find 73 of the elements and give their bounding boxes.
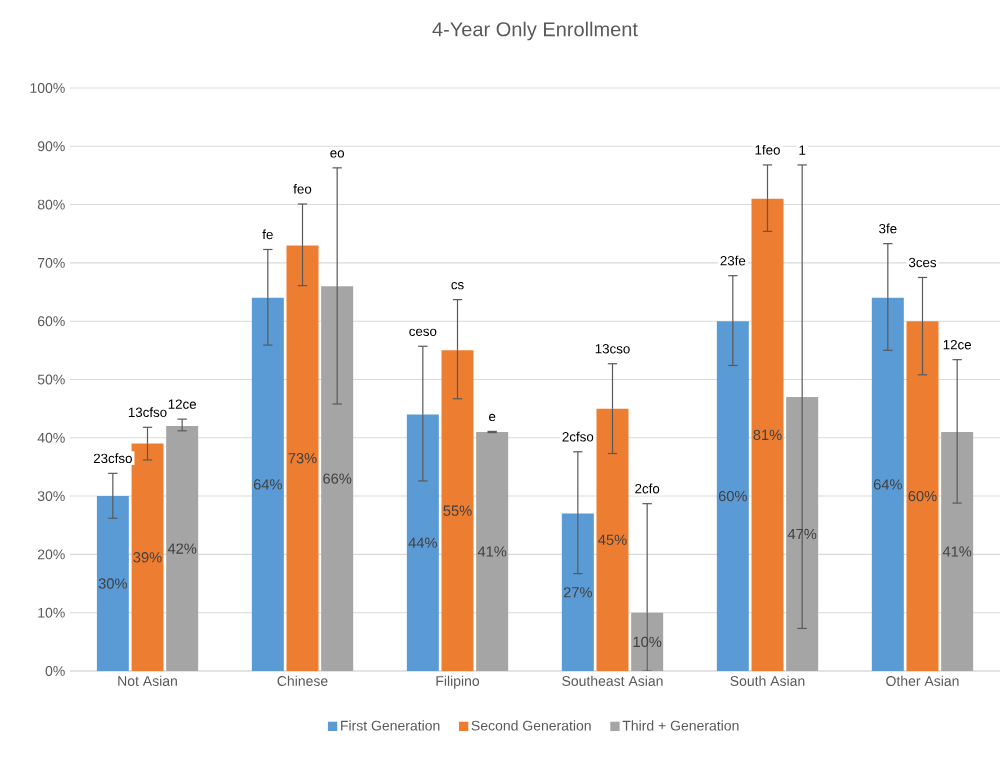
data-label: 81% (753, 429, 782, 441)
y-tick-label: 20% (37, 549, 65, 560)
y-tick-label: 0% (45, 666, 65, 676)
y-tick-label: 10% (38, 607, 65, 618)
annotation: 2cfso (562, 431, 594, 442)
annotation: 3ces (908, 257, 937, 268)
chart-title: 4-Year Only Enrollment (432, 21, 638, 41)
bar (321, 286, 354, 671)
x-tick-label: Filipino (436, 675, 480, 689)
legend-label: Second Generation (471, 720, 591, 731)
data-label: 73% (288, 453, 317, 464)
bar (476, 431, 509, 671)
legend-label: Third + Generation (622, 720, 739, 731)
data-label: 66% (323, 473, 352, 484)
data-label: 39% (133, 552, 162, 563)
bar (596, 408, 629, 671)
bar (166, 426, 199, 671)
annotation: 13cfso (128, 407, 167, 418)
data-label: 41% (942, 546, 972, 557)
data-label: 60% (908, 490, 937, 502)
data-label: 47% (787, 528, 817, 540)
annotation: 13cso (595, 344, 630, 354)
bar (286, 245, 319, 671)
bar (406, 414, 439, 671)
data-label: 64% (253, 479, 282, 490)
annotation: ceso (409, 328, 437, 336)
data-label: 45% (598, 534, 627, 545)
data-label: 27% (563, 587, 592, 598)
bar (751, 198, 784, 671)
annotation: 1 (799, 145, 806, 155)
data-label: 42% (167, 543, 197, 554)
y-tick-label: 60% (37, 316, 65, 327)
annotation: 12ce (943, 339, 972, 350)
bar (96, 496, 129, 671)
data-label: 44% (408, 537, 437, 548)
bar (941, 431, 974, 671)
annotation: feo (293, 183, 312, 194)
y-tick-label: 50% (37, 374, 65, 385)
bar (131, 443, 164, 671)
y-tick-label: 30% (37, 491, 65, 502)
annotation: 2cfo (635, 483, 660, 494)
y-tick-label: 100% (30, 83, 65, 93)
annotation: 23fe (720, 255, 746, 266)
x-tick-label: Southeast Asian (562, 675, 663, 686)
legend-label: First Generation (341, 720, 440, 731)
bar (441, 350, 474, 671)
annotation: fe (262, 229, 273, 240)
bar (251, 297, 284, 671)
bar (561, 513, 594, 671)
data-label: 60% (718, 490, 747, 502)
annotation: 12ce (168, 399, 197, 409)
y-tick-label: 90% (37, 141, 65, 152)
data-label: 55% (443, 505, 472, 516)
y-tick-label: 40% (37, 432, 65, 443)
annotation: 1feo (755, 144, 780, 155)
annotation: eo (330, 150, 345, 158)
annotation: e (489, 413, 496, 422)
annotation: cs (451, 282, 464, 290)
annotation: 23cfso (93, 453, 132, 464)
x-tick-label: Not Asian (118, 675, 177, 686)
x-tick-label: Other Asian (886, 675, 959, 686)
bar (716, 321, 749, 671)
data-label: 64% (873, 479, 902, 490)
x-tick-label: Chinese (277, 675, 328, 686)
data-label: 10% (633, 636, 662, 648)
data-label: 30% (98, 578, 127, 589)
bar (906, 321, 939, 671)
x-tick-label: South Asian (730, 675, 805, 686)
annotation: 3fe (879, 223, 897, 234)
bar (871, 297, 904, 671)
y-tick-label: 80% (37, 199, 65, 210)
y-tick-label: 70% (37, 257, 65, 268)
data-label: 41% (477, 546, 507, 557)
